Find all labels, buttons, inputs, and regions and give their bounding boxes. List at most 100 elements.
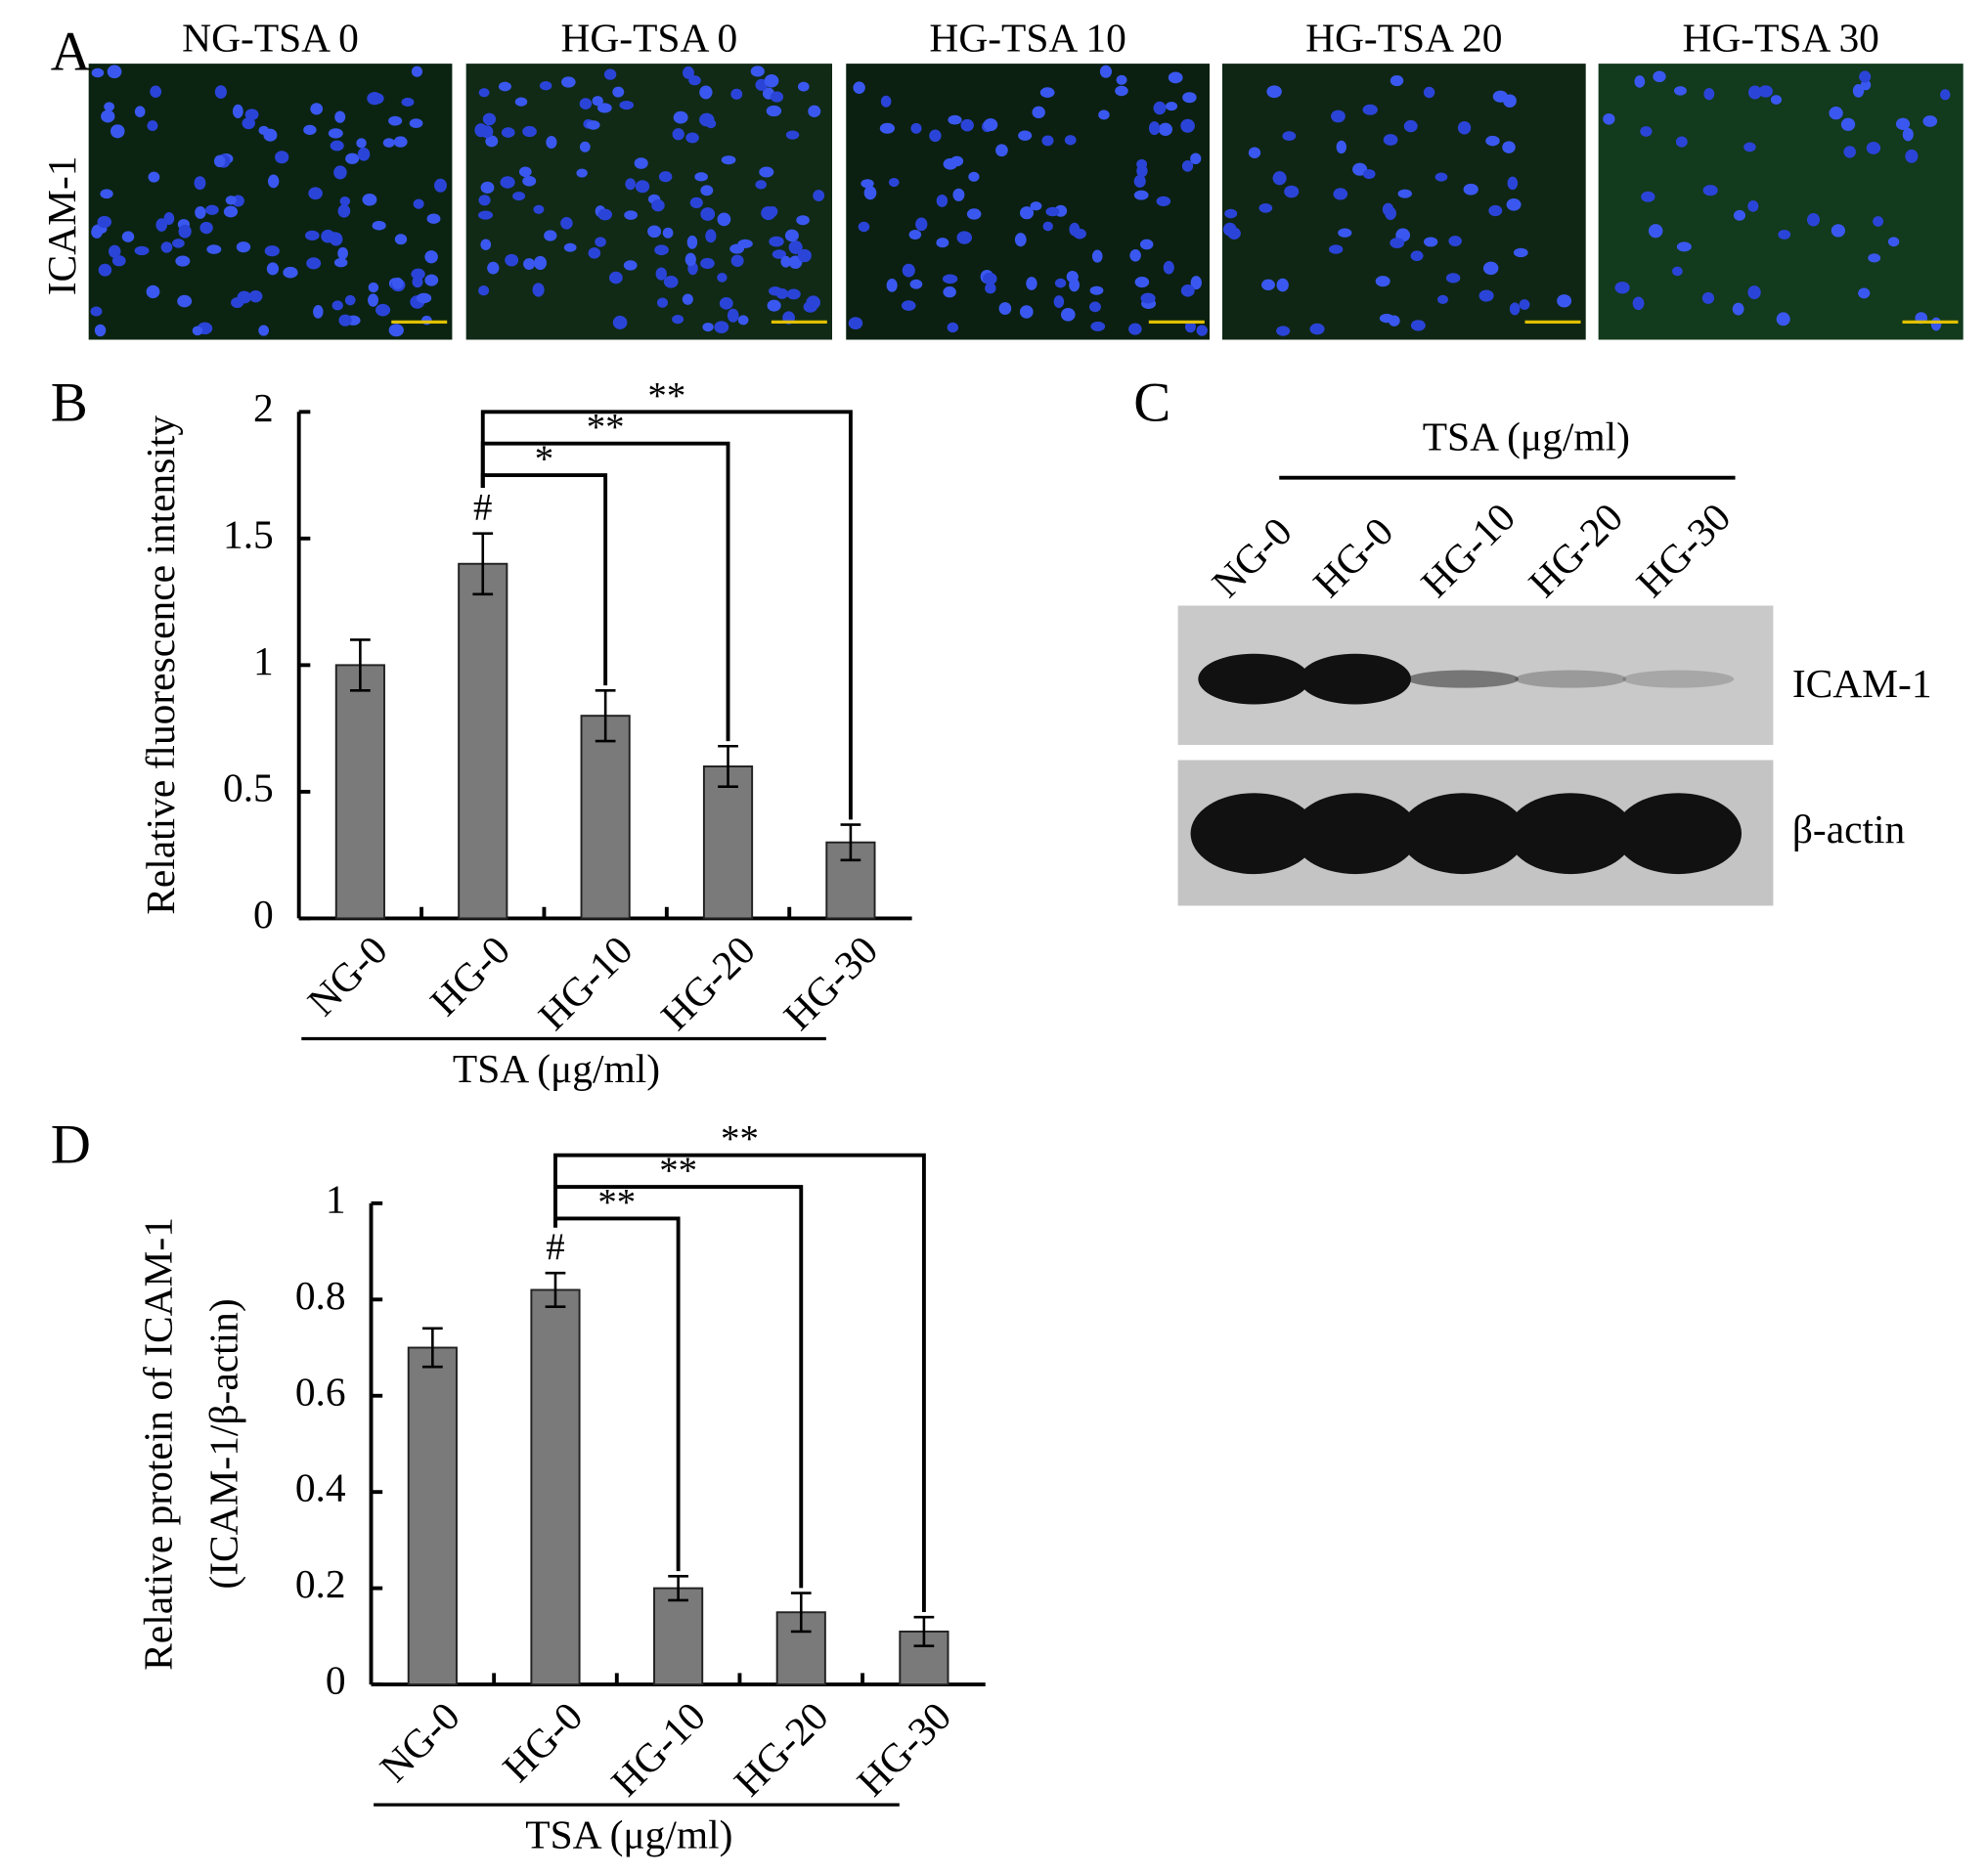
nucleus xyxy=(858,221,870,233)
y-axis-title: (ICAM-1/β-actin) xyxy=(201,1298,247,1589)
nucleus xyxy=(369,92,384,105)
nucleus xyxy=(662,227,674,239)
nucleus xyxy=(1463,183,1478,196)
nucleus xyxy=(683,65,694,79)
nucleus xyxy=(995,144,1008,157)
nucleus xyxy=(1261,279,1275,291)
nucleus xyxy=(1747,285,1761,300)
nucleus xyxy=(480,239,492,250)
nucleus xyxy=(1513,247,1528,258)
nucleus xyxy=(108,244,121,258)
nucleus xyxy=(121,231,135,242)
nucleus xyxy=(772,249,786,259)
band xyxy=(1198,653,1310,705)
nucleus xyxy=(523,258,536,270)
nucleus xyxy=(1895,117,1911,130)
nucleus xyxy=(700,257,715,270)
nucleus xyxy=(1930,317,1942,331)
nucleus xyxy=(755,180,767,190)
nucleus xyxy=(1276,326,1291,336)
nucleus xyxy=(769,236,784,247)
nucleus xyxy=(1940,89,1951,101)
nucleus xyxy=(1158,122,1172,137)
nucleus xyxy=(1180,284,1195,297)
nucleus xyxy=(673,110,688,124)
nucleus xyxy=(1873,216,1884,227)
nucleus xyxy=(1156,196,1171,207)
nucleus xyxy=(544,230,557,241)
nucleus xyxy=(90,306,103,317)
nucleus xyxy=(148,171,160,183)
nucleus xyxy=(947,322,959,333)
y-tick-label: 0 xyxy=(253,892,274,937)
nucleus xyxy=(968,171,980,182)
nucleus xyxy=(1434,172,1448,182)
nucleus xyxy=(1168,71,1183,84)
nucleus xyxy=(1379,313,1394,324)
y-tick-label: 0.5 xyxy=(223,764,274,809)
nucleus xyxy=(700,207,716,221)
nucleus xyxy=(853,81,865,95)
annotation: # xyxy=(473,486,492,528)
nucleus xyxy=(236,241,251,253)
nucleus xyxy=(338,314,352,327)
nucleus xyxy=(539,81,552,91)
y-tick-label: 0.2 xyxy=(295,1561,346,1606)
nucleus xyxy=(700,185,714,196)
nucleus xyxy=(942,274,958,284)
nucleus xyxy=(1099,65,1113,78)
nucleus xyxy=(863,186,877,200)
nucleus xyxy=(1743,142,1756,153)
nucleus xyxy=(155,218,168,232)
row-label: ICAM-1 xyxy=(39,156,84,296)
nucleus xyxy=(1485,135,1500,147)
nucleus xyxy=(950,155,964,167)
nucleus xyxy=(682,293,693,305)
nucleus xyxy=(886,279,898,292)
nucleus xyxy=(480,181,495,194)
nucleus xyxy=(694,172,708,182)
nucleus xyxy=(388,324,404,337)
nucleus xyxy=(1140,292,1156,304)
y-tick-label: 1 xyxy=(326,1176,346,1221)
nucleus xyxy=(688,75,701,86)
nucleus xyxy=(330,140,344,152)
nucleus xyxy=(1362,169,1376,180)
nucleus xyxy=(1180,118,1195,133)
nucleus xyxy=(1448,236,1462,246)
nucleus xyxy=(651,198,665,212)
nucleus xyxy=(1089,285,1104,295)
nucleus xyxy=(310,103,324,115)
nucleus xyxy=(1776,312,1790,327)
nucleus xyxy=(104,102,115,111)
nucleus xyxy=(394,234,408,245)
nucleus xyxy=(663,276,679,288)
nucleus xyxy=(612,86,625,98)
nucleus xyxy=(478,88,490,98)
nucleus xyxy=(761,205,776,221)
nucleus xyxy=(1403,119,1418,133)
nucleus xyxy=(770,91,784,103)
nucleus xyxy=(478,285,490,296)
nucleus xyxy=(848,317,863,330)
nucleus xyxy=(624,210,639,220)
nucleus xyxy=(612,315,628,329)
nucleus xyxy=(1139,239,1154,250)
bar xyxy=(458,562,508,920)
nucleus xyxy=(1519,299,1530,310)
nucleus xyxy=(1858,287,1871,299)
nucleus xyxy=(1333,188,1348,200)
nucleus xyxy=(337,204,351,218)
nucleus xyxy=(909,279,923,289)
nucleus xyxy=(426,213,441,224)
nucleus xyxy=(750,65,765,77)
nucleus xyxy=(248,289,263,303)
nucleus xyxy=(702,322,714,332)
nucleus xyxy=(721,155,736,165)
nucleus xyxy=(175,255,191,267)
nucleus xyxy=(1282,131,1297,142)
nucleus xyxy=(194,176,206,191)
bar xyxy=(530,1288,581,1686)
nucleus xyxy=(303,124,317,136)
